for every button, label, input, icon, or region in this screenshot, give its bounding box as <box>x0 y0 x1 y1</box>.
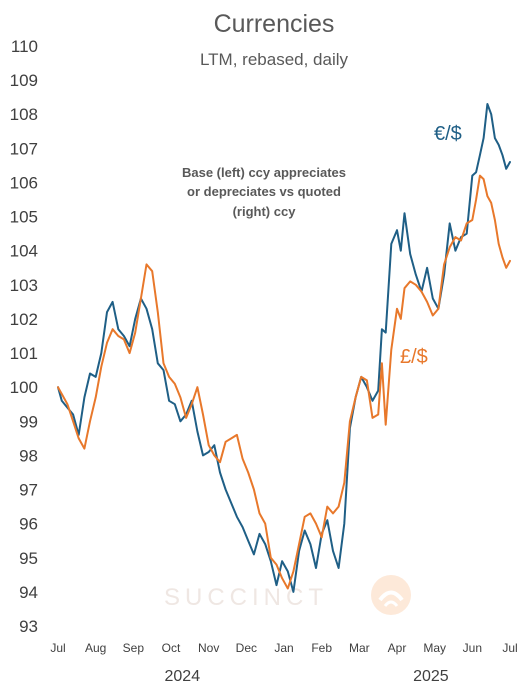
y-tick-label: 96 <box>19 515 38 534</box>
series-line-gbp-usd <box>57 174 511 590</box>
y-tick-label: 108 <box>10 105 38 124</box>
y-tick-label: 102 <box>10 310 38 329</box>
series-line-eur-usd <box>57 103 511 593</box>
y-tick-label: 106 <box>10 173 38 192</box>
annotation-line-3: (right) ccy <box>233 204 297 219</box>
x-tick-label: Sep <box>123 641 145 655</box>
y-tick-label: 95 <box>19 549 38 568</box>
x-tick-label: Mar <box>349 641 370 655</box>
year-labels: 2024 2025 <box>165 668 449 685</box>
y-tick-label: 101 <box>10 344 38 363</box>
y-tick-label: 97 <box>19 481 38 500</box>
y-tick-label: 110 <box>11 37 38 56</box>
chart-subtitle: LTM, rebased, daily <box>200 50 349 69</box>
x-tick-label: Apr <box>388 641 407 655</box>
x-tick-label: Dec <box>236 641 257 655</box>
year-label: 2025 <box>413 668 449 685</box>
y-tick-label: 109 <box>10 71 38 90</box>
series-label-gbp: £/$ <box>400 346 428 368</box>
x-tick-label: Jun <box>463 641 482 655</box>
watermark-icon <box>371 575 411 615</box>
chart-title: Currencies <box>214 10 335 38</box>
y-tick-label: 105 <box>10 208 38 227</box>
x-tick-label: Aug <box>85 641 106 655</box>
x-tick-label: Jul <box>50 641 65 655</box>
y-tick-label: 99 <box>19 412 38 431</box>
series-lines <box>57 103 511 593</box>
x-tick-label: Jan <box>274 641 293 655</box>
annotation-line-2: or depreciates vs quoted <box>187 184 341 199</box>
x-tick-label: Nov <box>198 641 219 655</box>
series-label-eur: €/$ <box>434 123 462 145</box>
y-tick-label: 93 <box>19 617 38 636</box>
annotation-note: Base (left) ccy appreciates or depreciat… <box>182 165 346 219</box>
y-tick-label: 100 <box>10 378 38 397</box>
y-axis-ticks: 93 94 95 96 97 98 99 100 101 102 103 104 105 106 107 10… <box>10 37 38 636</box>
annotation-line-1: Base (left) ccy appreciates <box>182 165 346 180</box>
x-tick-label: Feb <box>311 641 332 655</box>
x-axis-ticks: Jul Aug Sep Oct Nov Dec Jan Feb Mar Apr May Jun Jul <box>50 641 517 655</box>
year-label: 2024 <box>165 668 201 685</box>
x-tick-label: May <box>423 641 446 655</box>
x-tick-label: Oct <box>162 641 181 655</box>
watermark-logo: SUCCINCT <box>164 575 411 615</box>
y-tick-label: 94 <box>19 583 38 602</box>
y-tick-label: 104 <box>10 242 38 261</box>
y-tick-label: 98 <box>19 446 38 465</box>
watermark-text: SUCCINCT <box>164 584 328 611</box>
y-tick-label: 107 <box>10 139 38 158</box>
y-tick-label: 103 <box>10 276 38 295</box>
x-tick-label: Jul <box>502 641 517 655</box>
